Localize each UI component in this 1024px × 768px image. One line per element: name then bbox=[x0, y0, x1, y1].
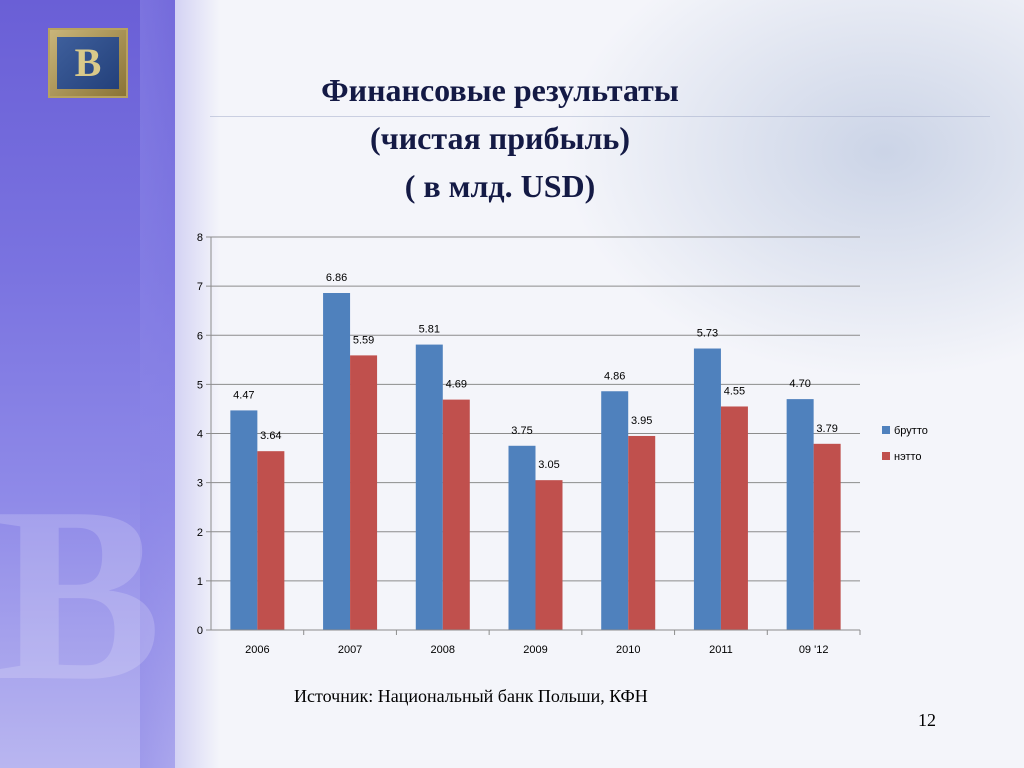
background-photo bbox=[560, 0, 1024, 380]
y-tick-label: 4 bbox=[197, 429, 203, 441]
data-label: 3.95 bbox=[631, 415, 652, 427]
background-emblem: B bbox=[0, 456, 162, 733]
bar-netto bbox=[628, 435, 656, 630]
bar-brutto bbox=[601, 391, 629, 630]
x-tick-label: 2008 bbox=[431, 644, 455, 656]
bar-brutto bbox=[508, 445, 536, 630]
bank-logo-inner: B bbox=[57, 37, 119, 89]
data-label: 4.70 bbox=[789, 378, 810, 390]
data-label: 4.69 bbox=[446, 379, 467, 391]
data-label: 5.73 bbox=[697, 328, 718, 340]
x-tick-label: 2010 bbox=[616, 644, 640, 656]
bar-netto bbox=[442, 399, 470, 630]
legend-swatch bbox=[882, 426, 890, 434]
bank-logo-letter: B bbox=[74, 40, 102, 85]
title-line-2: (чистая прибыль) bbox=[370, 120, 630, 156]
x-tick-label: 2011 bbox=[709, 644, 733, 656]
bar-netto bbox=[350, 355, 378, 630]
data-label: 4.47 bbox=[233, 389, 254, 401]
x-tick-label: 09 '12 bbox=[799, 644, 829, 656]
bar-brutto bbox=[230, 410, 258, 630]
data-label: 4.86 bbox=[604, 370, 625, 382]
legend-swatch bbox=[882, 452, 890, 460]
data-label: 3.79 bbox=[816, 423, 837, 435]
y-tick-label: 3 bbox=[197, 478, 203, 490]
data-label: 4.55 bbox=[724, 385, 745, 397]
data-label: 5.81 bbox=[419, 324, 440, 336]
bar-netto bbox=[535, 480, 563, 630]
page-number: 12 bbox=[918, 710, 936, 730]
title-line-3: ( в млд. USD) bbox=[404, 168, 596, 204]
y-tick-label: 5 bbox=[197, 379, 203, 391]
y-tick-label: 7 bbox=[197, 281, 203, 293]
title-divider bbox=[210, 116, 990, 117]
legend-label: нэтто bbox=[894, 451, 922, 463]
x-tick-label: 2007 bbox=[338, 644, 362, 656]
bar-brutto bbox=[323, 293, 351, 630]
bar-brutto bbox=[693, 348, 721, 630]
title-line-1: Финансовые результаты bbox=[321, 72, 679, 108]
x-tick-label: 2009 bbox=[523, 644, 547, 656]
source-note: Источник: Национальный банк Польши, КФН bbox=[294, 686, 648, 706]
bank-logo: B bbox=[48, 28, 128, 98]
bar-brutto bbox=[415, 344, 443, 630]
x-tick-label: 2006 bbox=[245, 644, 269, 656]
y-tick-label: 1 bbox=[197, 576, 203, 588]
bar-brutto bbox=[786, 399, 814, 630]
data-label: 6.86 bbox=[326, 272, 347, 284]
data-label: 3.64 bbox=[260, 430, 281, 442]
y-tick-label: 2 bbox=[197, 527, 203, 539]
y-tick-label: 0 bbox=[197, 625, 203, 637]
y-tick-label: 6 bbox=[197, 330, 203, 342]
bar-netto bbox=[257, 451, 285, 630]
data-label: 3.75 bbox=[511, 425, 532, 437]
bar-netto bbox=[720, 406, 748, 630]
y-tick-label: 8 bbox=[197, 232, 203, 244]
slide-title: Финансовые результаты (чистая прибыль) (… bbox=[220, 66, 780, 210]
data-label: 5.59 bbox=[353, 334, 374, 346]
bar-netto bbox=[813, 443, 841, 630]
data-label: 3.05 bbox=[538, 459, 559, 471]
legend-label: брутто bbox=[894, 425, 928, 437]
